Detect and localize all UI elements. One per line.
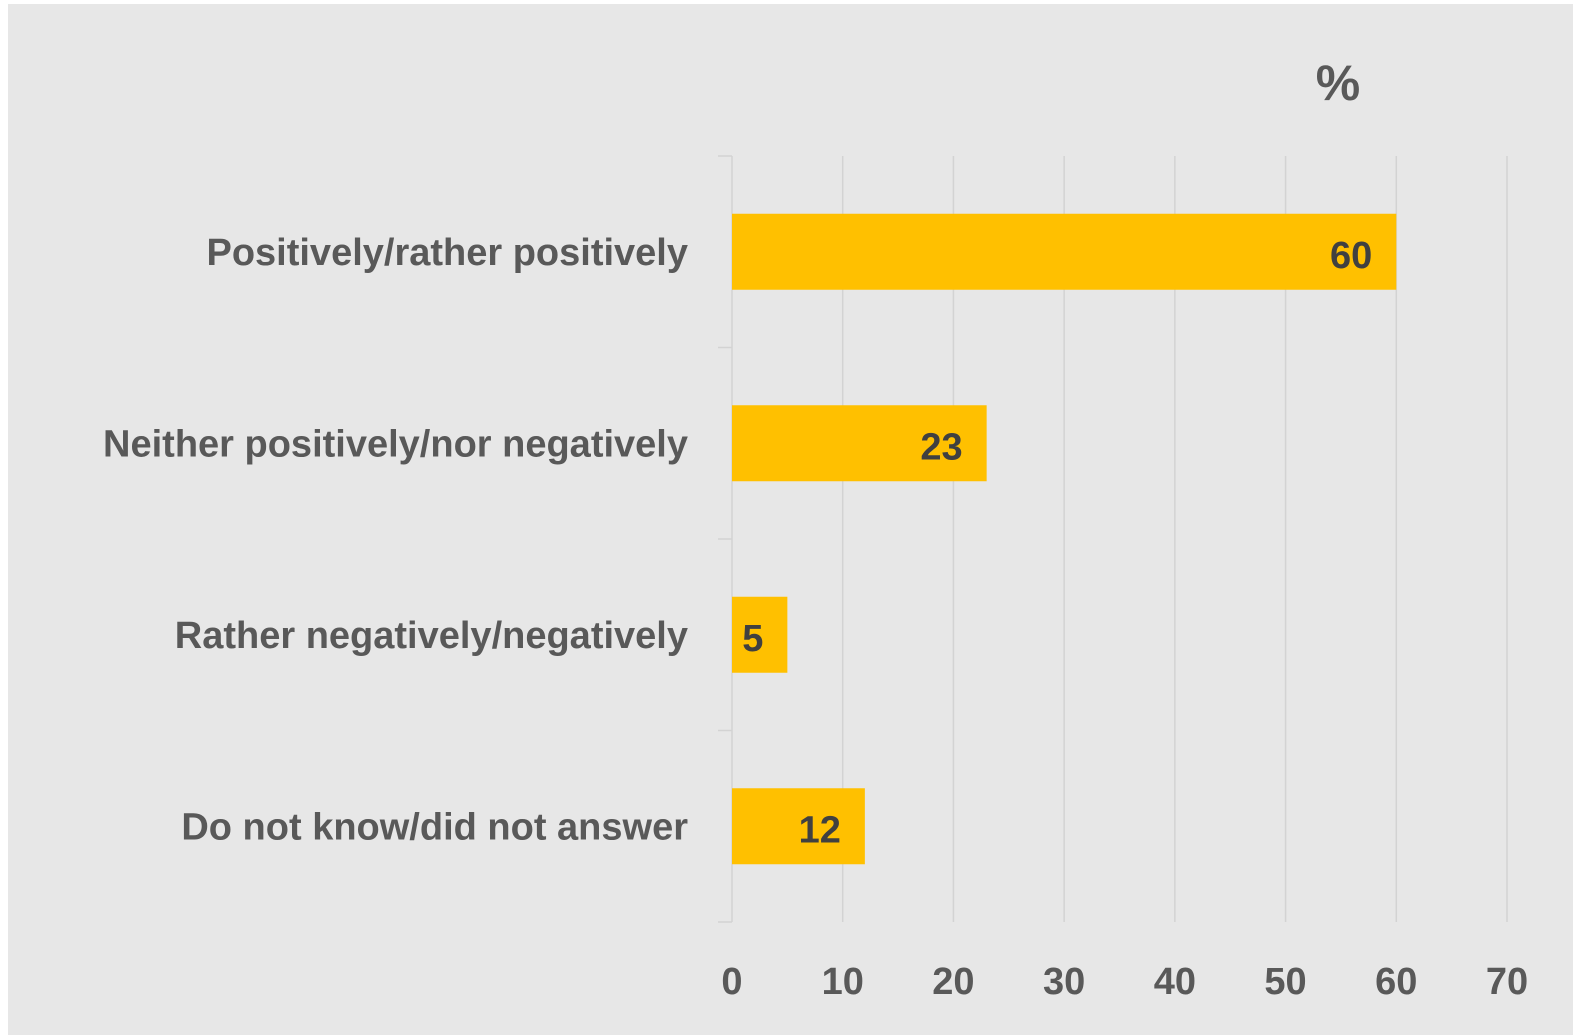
bar [732,596,788,673]
category-label: Neither positively/nor negatively [103,423,688,465]
data-label: 12 [799,809,841,851]
category-label: Do not know/did not answer [181,806,688,848]
bars [732,213,1397,865]
x-tick-label: 10 [822,961,864,1003]
x-tick-label: 30 [1043,961,1085,1003]
x-tick-label: 20 [932,961,974,1003]
x-tick-label: 0 [721,961,742,1003]
data-labels: 60 23 5 12 [742,235,1372,852]
data-label: 60 [1330,235,1372,277]
axis-ticks [718,155,732,923]
data-label: 5 [742,618,763,660]
category-labels: Positively/rather positively Neither posi… [103,232,688,849]
bar [732,213,1397,290]
x-tick-label: 60 [1375,961,1417,1003]
bar [732,405,987,482]
bar [732,788,865,865]
x-tick-label: 40 [1154,961,1196,1003]
category-label: Positively/rather positively [206,232,688,274]
data-label: 23 [920,426,962,468]
chart-container: % Positively/rather positively Neither po… [8,4,1573,1035]
unit-label: % [1316,55,1360,111]
x-tick-label: 70 [1486,961,1528,1003]
bar-chart: % Positively/rather positively Neither po… [103,55,1528,1003]
category-label: Rather negatively/negatively [175,615,688,657]
x-tick-label: 50 [1264,961,1306,1003]
x-axis-tick-labels: 0 10 20 30 40 50 60 70 [721,961,1528,1003]
